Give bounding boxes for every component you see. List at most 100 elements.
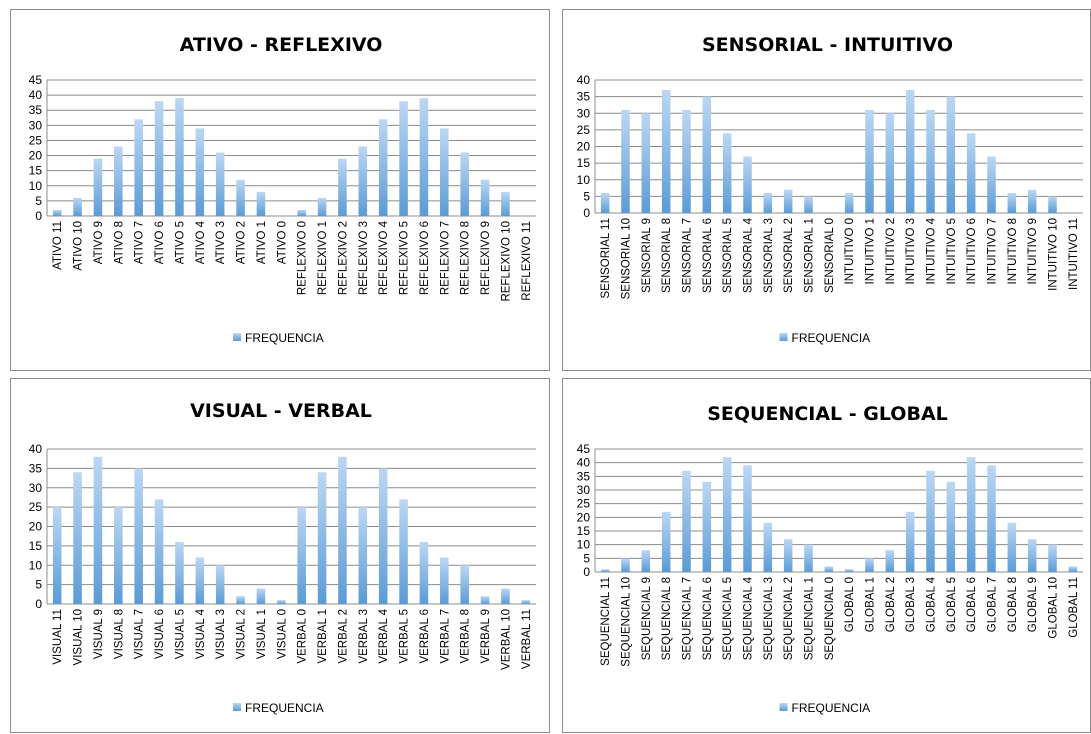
bar-reflexivo-8 bbox=[460, 152, 469, 216]
y-tick-label: 25 bbox=[577, 497, 591, 511]
bar-sensorial-6 bbox=[702, 96, 712, 213]
bar-visual-6 bbox=[154, 499, 164, 604]
x-tick-label: VISUAL 2 bbox=[236, 609, 248, 659]
x-tick-label: SEQUENCIAL 4 bbox=[743, 576, 755, 660]
y-tick-label: 10 bbox=[29, 179, 43, 193]
bar-sequencial-6 bbox=[702, 481, 712, 572]
bar-visual-11 bbox=[52, 507, 62, 604]
y-tick-label: 25 bbox=[577, 123, 591, 137]
y-tick-label: 0 bbox=[35, 209, 42, 223]
x-tick-label: ATIVO 5 bbox=[174, 221, 186, 264]
x-tick-label: INTUITIVO 4 bbox=[926, 217, 938, 284]
x-tick-label: SEQUENCIAL 8 bbox=[661, 577, 673, 660]
bar-verbal-5 bbox=[399, 499, 408, 604]
y-tick-label: 40 bbox=[577, 456, 591, 470]
x-tick-label: VISUAL 1 bbox=[256, 609, 268, 659]
x-tick-label: INTUITIVO 3 bbox=[905, 218, 917, 284]
x-tick-label: INTUITIVO 8 bbox=[1007, 218, 1019, 284]
bar-reflexivo-4 bbox=[378, 119, 388, 216]
x-tick-label: REFLEXIVO 7 bbox=[439, 221, 451, 295]
x-tick-label: VERBAL 6 bbox=[419, 609, 431, 664]
bar-verbal-0 bbox=[297, 507, 306, 604]
bar-ativo-6 bbox=[154, 101, 164, 216]
legend-label: FREQUENCIA bbox=[792, 331, 871, 345]
bar-visual-9 bbox=[93, 456, 103, 604]
chart-panel-ativo-reflexivo: ATIVO - REFLEXIVO 0 5 10 15 20 25 30 35 40 45 ATIVO… bbox=[10, 9, 550, 371]
legend: FREQUENCIA bbox=[779, 701, 870, 715]
x-tick-label: SEQUENCIAL 9 bbox=[641, 577, 653, 660]
x-tick-label: GLOBAL 8 bbox=[1007, 577, 1019, 632]
x-tick-label: SENSORIAL 7 bbox=[682, 218, 694, 293]
y-tick-label: 30 bbox=[29, 118, 43, 132]
bar-reflexivo-10 bbox=[501, 191, 510, 216]
y-tick-label: 0 bbox=[35, 597, 42, 611]
x-tick-label: SEQUENCIAL 11 bbox=[600, 577, 612, 666]
bar-sequencial-3 bbox=[763, 522, 773, 572]
bar-visual-5 bbox=[175, 542, 184, 604]
bar-sequencial-4 bbox=[743, 465, 752, 572]
y-tick-label: 0 bbox=[583, 565, 590, 579]
bar-ativo-9 bbox=[93, 158, 103, 216]
x-tick-label: INTUITIVO 1 bbox=[865, 218, 877, 284]
x-tick-label: VERBAL 8 bbox=[460, 609, 472, 664]
bar-sequencial-10 bbox=[621, 558, 630, 572]
bar-sensorial-2 bbox=[783, 189, 793, 213]
bar-verbal-11 bbox=[521, 600, 531, 604]
y-tick-label: 10 bbox=[577, 538, 591, 552]
x-tick-label: REFLEXIVO 0 bbox=[297, 221, 309, 295]
bar-ativo-10 bbox=[73, 197, 82, 216]
bar-visual-3 bbox=[215, 565, 225, 604]
x-tick-label: VISUAL 7 bbox=[134, 609, 146, 659]
x-tick-label: ATIVO 2 bbox=[236, 221, 248, 264]
bar-intuitivo-10 bbox=[1048, 196, 1057, 213]
bar-global-5 bbox=[946, 481, 956, 572]
bar-sequencial-5 bbox=[722, 457, 732, 572]
y-tick-label: 5 bbox=[35, 194, 42, 208]
x-tick-label: INTUITIVO 7 bbox=[987, 218, 999, 284]
legend-label: FREQUENCIA bbox=[245, 701, 324, 715]
legend-label: FREQUENCIA bbox=[245, 331, 324, 345]
x-tick-label: VERBAL 2 bbox=[337, 609, 349, 664]
y-tick-label: 10 bbox=[577, 173, 591, 187]
bar-verbal-4 bbox=[378, 468, 388, 604]
x-tick-label: VERBAL 5 bbox=[399, 609, 411, 664]
bar-ativo-2 bbox=[236, 179, 245, 216]
x-tick-label: SENSORIAL 10 bbox=[621, 218, 633, 299]
x-tick-label: GLOBAL 6 bbox=[966, 577, 978, 632]
bar-global-1 bbox=[865, 558, 874, 572]
x-tick-label: GLOBAL 1 bbox=[865, 577, 877, 632]
bar-sensorial-5 bbox=[722, 133, 732, 213]
bar-global-2 bbox=[885, 550, 895, 572]
bar-intuitivo-2 bbox=[885, 113, 895, 213]
y-tick-label: 35 bbox=[577, 469, 591, 483]
x-tick-label: ATIVO 3 bbox=[215, 221, 227, 264]
bar-verbal-1 bbox=[317, 472, 327, 604]
x-tick-label: SEQUENCIAL 7 bbox=[682, 577, 694, 660]
bar-ativo-7 bbox=[134, 119, 143, 216]
x-tick-label: VERBAL 1 bbox=[317, 609, 329, 664]
x-tick-label: VERBAL 11 bbox=[521, 609, 533, 669]
y-tick-label: 15 bbox=[577, 524, 591, 538]
bar-sensorial-7 bbox=[682, 109, 691, 213]
bar-visual-4 bbox=[195, 557, 205, 604]
x-tick-label: INTUITIVO 9 bbox=[1027, 218, 1039, 284]
x-tick-label: VISUAL 3 bbox=[215, 609, 227, 659]
x-tick-label: ATIVO 10 bbox=[73, 221, 85, 271]
y-tick-label: 20 bbox=[29, 520, 43, 534]
bar-verbal-7 bbox=[440, 557, 449, 604]
bar-intuitivo-0 bbox=[844, 193, 854, 213]
bar-ativo-8 bbox=[114, 146, 123, 216]
x-tick-label: VISUAL 8 bbox=[113, 609, 125, 659]
y-tick-label: 10 bbox=[29, 558, 43, 572]
bar-sensorial-4 bbox=[743, 156, 752, 213]
y-tick-label: 5 bbox=[583, 189, 590, 203]
bar-reflexivo-7 bbox=[440, 128, 449, 216]
y-tick-label: 20 bbox=[577, 140, 591, 154]
bar-sensorial-9 bbox=[641, 113, 651, 213]
bar-ativo-3 bbox=[215, 152, 225, 216]
x-tick-label: SENSORIAL 4 bbox=[743, 217, 755, 293]
y-tick-label: 0 bbox=[583, 206, 590, 220]
x-tick-label: REFLEXIVO 10 bbox=[500, 221, 512, 302]
bar-intuitivo-7 bbox=[987, 156, 996, 213]
legend: FREQUENCIA bbox=[233, 331, 324, 345]
